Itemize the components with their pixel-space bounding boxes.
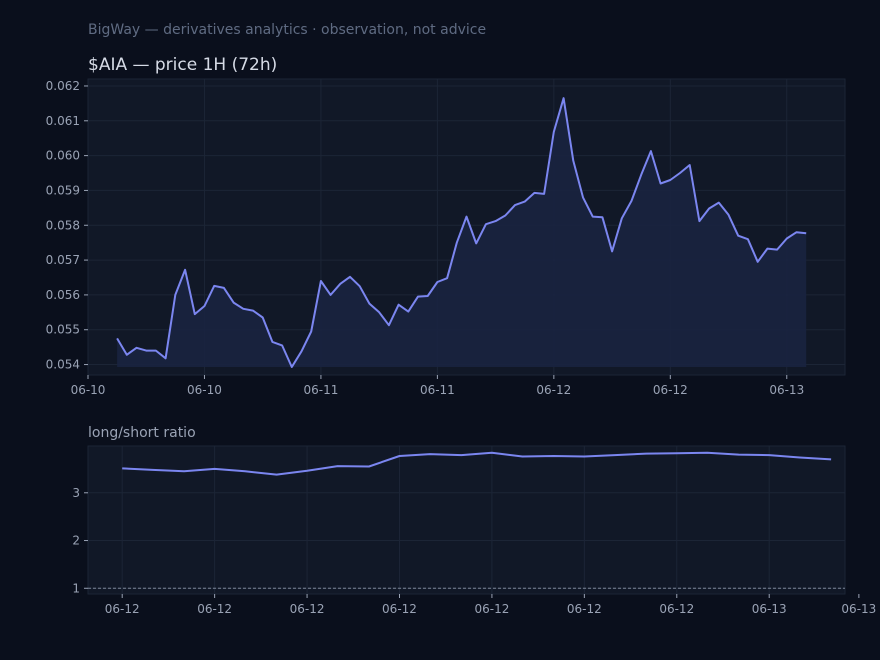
price-y-tick-label: 0.059 [46,183,80,197]
ratio-x-tick-label: 06-12 [197,602,232,616]
price-series-area [117,98,807,367]
ratio-chart: 1 2 3 06-12 06-12 06-12 06-12 06-12 06-12 06-12 06… [72,445,876,616]
price-x-tick-label: 06-12 [536,383,571,397]
ratio-y-tick-label: 3 [72,486,80,500]
price-y-tick-label: 0.056 [46,288,80,302]
price-x-tick-label: 06-13 [769,383,804,397]
ratio-x-tick-label: 06-12 [474,602,509,616]
price-y-tick-label: 0.057 [46,253,80,267]
price-x-tick-label: 06-11 [303,383,338,397]
price-y-tick-label: 0.061 [46,114,80,128]
ratio-series-line [122,451,832,476]
ratio-x-tick-label: 06-13 [752,602,787,616]
price-y-tick-label: 0.060 [46,149,80,163]
ratio-y-tick-label: 2 [72,534,80,548]
price-y-tick-label: 0.054 [46,358,80,372]
price-x-tick-label: 06-10 [187,383,222,397]
header-caption: BigWay — derivatives analytics · observa… [88,22,486,38]
price-chart-title: $AIA — price 1H (72h) [88,55,277,75]
ratio-x-tick-label: 06-12 [290,602,325,616]
ratio-chart-title: long/short ratio [88,425,196,441]
ratio-x-tick-label: 06-12 [567,602,602,616]
price-series-line [116,97,807,368]
ratio-plot-area [87,445,846,595]
ratio-x-tick-label: 06-13 [841,602,876,616]
price-y-tick-label: 0.062 [46,79,80,93]
ratio-x-tick-label: 06-12 [105,602,140,616]
ratio-y-tick-label: 1 [72,581,80,595]
ratio-x-tick-label: 06-12 [382,602,417,616]
price-x-tick-label: 06-11 [420,383,455,397]
price-x-tick-label: 06-10 [71,383,106,397]
ratio-x-tick-label: 06-12 [659,602,694,616]
price-y-tick-label: 0.058 [46,218,80,232]
price-x-tick-label: 06-12 [653,383,688,397]
price-chart: 0.054 0.055 0.056 0.057 0.058 0.059 0.060 0.061… [46,78,846,397]
price-y-tick-label: 0.055 [46,323,80,337]
